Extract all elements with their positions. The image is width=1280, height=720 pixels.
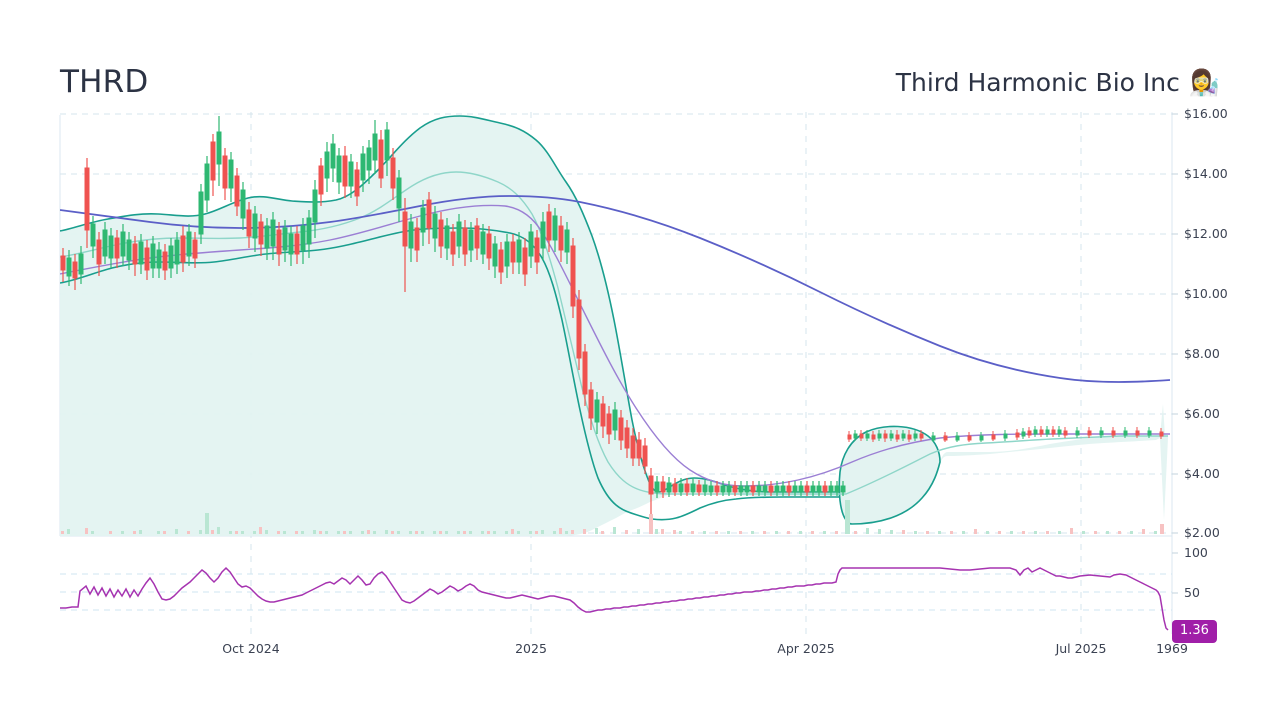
chart-header: THRD Third Harmonic Bio Inc 👩‍🔬 bbox=[0, 0, 1280, 112]
y-axis-label-14: $14.00 bbox=[1184, 166, 1228, 181]
rsi-axis-label-100: 100 bbox=[1184, 545, 1208, 560]
x-axis-label-apr-2025: Apr 2025 bbox=[777, 641, 835, 656]
y-axis-label-2: $2.00 bbox=[1184, 525, 1220, 540]
rsi-axis-label-50: 50 bbox=[1184, 585, 1200, 600]
rsi-value-badge: 1.36 bbox=[1172, 620, 1217, 643]
y-axis-label-10: $10.00 bbox=[1184, 286, 1228, 301]
bollinger-lower-line bbox=[60, 227, 847, 521]
x-axis-label-1969: 1969 bbox=[1156, 641, 1188, 656]
x-axis-label-2025: 2025 bbox=[515, 641, 547, 656]
y-axis-label-12: $12.00 bbox=[1184, 226, 1228, 241]
y-axis-label-6: $6.00 bbox=[1184, 406, 1220, 421]
woman-scientist-emoji: 👩‍🔬 bbox=[1188, 68, 1220, 97]
rsi-gridlines bbox=[60, 573, 1172, 611]
x-axis-label-oct-2024: Oct 2024 bbox=[222, 641, 280, 656]
ma-long-line bbox=[60, 195, 1171, 383]
company-name-label: Third Harmonic Bio Inc bbox=[895, 68, 1180, 97]
company-heading: Third Harmonic Bio Inc 👩‍🔬 bbox=[896, 62, 1220, 104]
candlestick-series bbox=[60, 116, 1164, 524]
rsi-line bbox=[60, 566, 1169, 631]
y-axis-label-8: $8.00 bbox=[1184, 346, 1220, 361]
x-axis-label-jul-2025: Jul 2025 bbox=[1055, 641, 1107, 656]
volume-series bbox=[61, 500, 1164, 534]
y-axis-ticks bbox=[1172, 113, 1178, 594]
bollinger-middle-line bbox=[60, 171, 1168, 495]
y-axis-label-16: $16.00 bbox=[1184, 106, 1228, 121]
page-title: THRD bbox=[60, 64, 149, 100]
bollinger-bulge bbox=[838, 425, 941, 525]
y-axis-label-4: $4.00 bbox=[1184, 466, 1220, 481]
rsi-series bbox=[60, 566, 1169, 631]
